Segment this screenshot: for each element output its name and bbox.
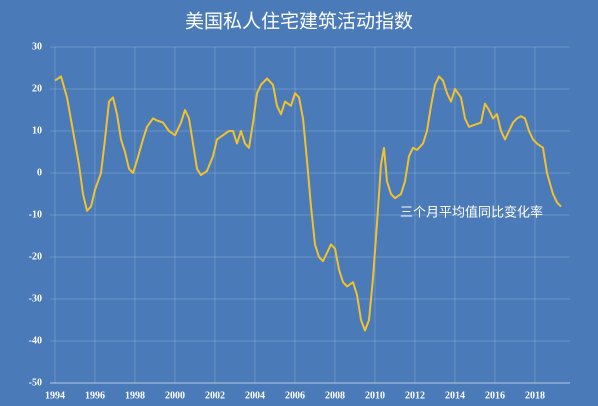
data-line [54, 75, 562, 332]
x-tick-label: 2002 [205, 390, 225, 401]
x-tick-label: 2008 [325, 390, 345, 401]
x-tick-label: 2006 [285, 390, 305, 401]
x-tick-label: 1996 [85, 390, 105, 401]
x-tick-label: 1998 [125, 390, 145, 401]
y-tick-label: 30 [32, 41, 42, 52]
chart-title: 美国私人住宅建筑活动指数 [185, 11, 413, 33]
x-tick-label: 1994 [45, 390, 65, 401]
y-tick-label: -40 [29, 335, 42, 346]
y-tick-label: 0 [37, 167, 42, 178]
x-tick-label: 2004 [245, 390, 265, 401]
x-tick-label: 2014 [445, 390, 465, 401]
x-tick-label: 2018 [525, 390, 545, 401]
y-tick-label: -10 [29, 209, 42, 220]
x-tick-label: 2000 [165, 390, 185, 401]
x-tick-label: 2010 [365, 390, 385, 401]
y-tick-label: 10 [32, 125, 42, 136]
y-tick-label: 20 [32, 83, 42, 94]
x-tick-label: 2012 [405, 390, 425, 401]
y-tick-label: -50 [29, 377, 42, 388]
y-tick-label: -30 [29, 293, 42, 304]
x-tick-label: 2016 [485, 390, 505, 401]
y-tick-label: -20 [29, 251, 42, 262]
annotation: 三个月平均值同比变化率 [400, 205, 543, 221]
